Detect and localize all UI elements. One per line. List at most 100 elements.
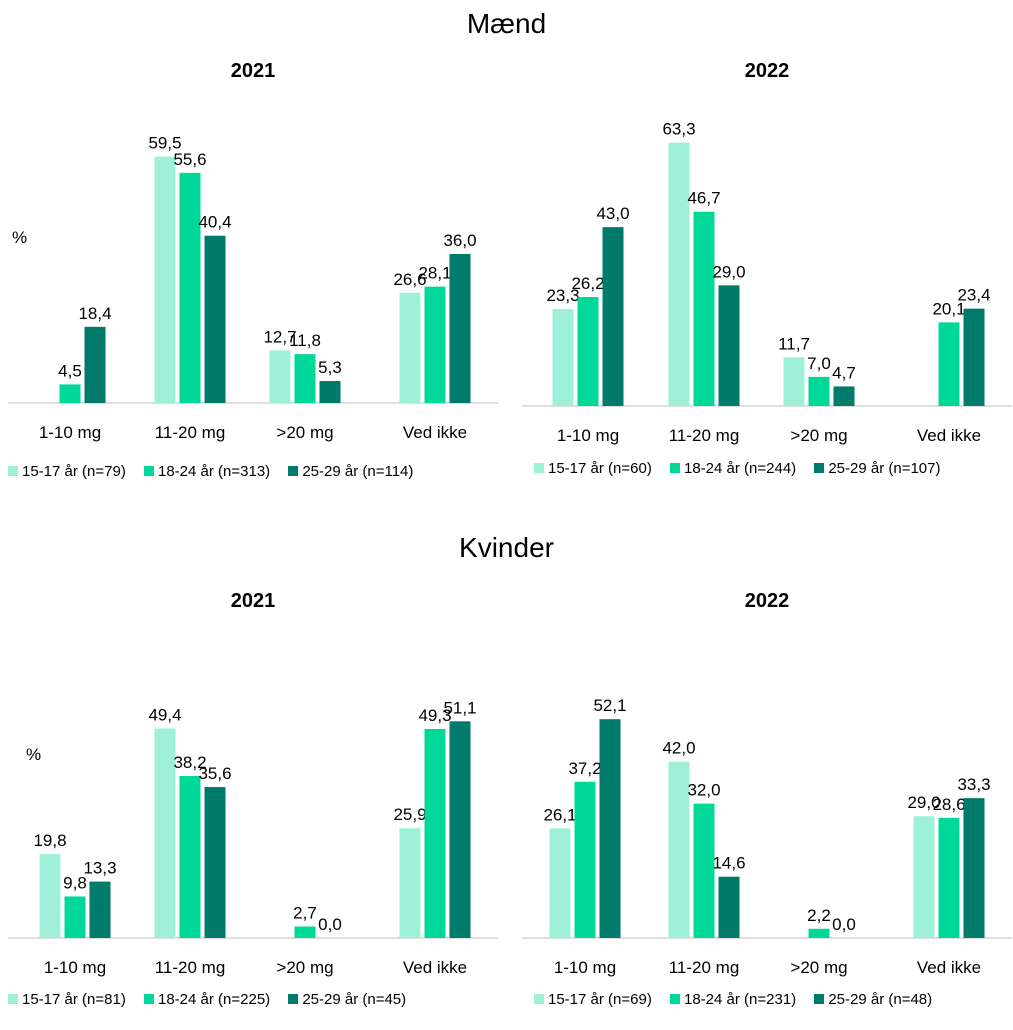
bar	[424, 286, 446, 403]
legend-swatch	[814, 994, 825, 1004]
legend-item: 25-29 år (n=45)	[288, 991, 406, 1008]
x-tick-label: 11-20 mg	[669, 426, 740, 445]
x-tick-label: Ved ikke	[917, 426, 981, 445]
data-label: 49,4	[148, 706, 181, 725]
legend-item: 25-29 år (n=48)	[814, 991, 932, 1008]
data-label: 7,0	[807, 354, 831, 373]
legend-swatch	[534, 463, 544, 473]
legend-item: 18-24 år (n=231)	[670, 991, 796, 1008]
legend-item: 18-24 år (n=225)	[144, 991, 270, 1008]
bar	[783, 357, 805, 406]
x-tick-label: 1-10 mg	[39, 423, 101, 442]
legend-label: 18-24 år (n=313)	[158, 463, 271, 480]
data-label: 38,2	[173, 753, 206, 772]
legend-swatch	[8, 994, 18, 1004]
data-label: 33,3	[957, 775, 990, 794]
bar	[963, 798, 985, 938]
bar	[599, 719, 621, 938]
legend-swatch	[144, 466, 154, 476]
data-label: 9,8	[63, 873, 87, 892]
bar	[449, 721, 471, 938]
data-label: 29,0	[712, 262, 745, 281]
data-label: 18,4	[78, 304, 111, 323]
y-axis-label: %	[12, 228, 28, 247]
x-tick-label: 1-10 mg	[44, 958, 106, 977]
legend-label: 25-29 år (n=45)	[302, 991, 407, 1008]
data-label: 26,6	[393, 270, 426, 289]
legend-item: 18-24 år (n=244)	[670, 460, 796, 477]
data-label: 26,1	[543, 805, 576, 824]
legend-label: 15-17 år (n=81)	[22, 991, 126, 1008]
chart-title: 2021	[230, 60, 276, 82]
chart-title: 2021	[230, 590, 276, 612]
bar-plot: 23,326,2 43,0 1-10 mg 63,3 46,7 29,0 11-20 mg 1…	[522, 120, 1012, 445]
legend-swatch	[8, 466, 18, 476]
x-tick-label: Ved ikke	[403, 958, 467, 977]
data-label: 52,1	[593, 696, 626, 715]
bar	[808, 928, 830, 938]
legend: 15-17 år (n=69) 18-24 år (n=231) 25-29 å…	[534, 991, 946, 1008]
bar	[577, 297, 599, 406]
legend-label: 18-24 år (n=231)	[684, 991, 797, 1008]
data-label: 23,4	[957, 286, 990, 305]
legend-swatch	[288, 466, 299, 476]
data-label: 35,6	[198, 764, 231, 783]
bar	[294, 926, 316, 938]
data-label: 42,0	[662, 739, 695, 758]
legend: 15-17 år (n=60) 18-24 år (n=244) 25-29 å…	[534, 460, 954, 477]
x-tick-label: >20 mg	[276, 423, 333, 442]
x-tick-label: Ved ikke	[403, 423, 467, 442]
chart-title: 2022	[744, 590, 790, 612]
bar	[204, 787, 226, 938]
x-tick-label: 1-10 mg	[554, 958, 616, 977]
data-label: 29,0	[907, 793, 940, 812]
legend-swatch	[814, 463, 825, 473]
bar-plot: 26,1 37,2 52,1 1-10 mg 42,0 32,0 14,6 11-20 mg 2…	[522, 696, 1012, 977]
legend-item: 15-17 år (n=60)	[534, 460, 652, 477]
bar	[399, 292, 421, 403]
chart-title: 2022	[744, 60, 790, 82]
data-label: 63,3	[662, 120, 695, 139]
bar	[64, 896, 86, 938]
data-label: 12,7	[263, 327, 296, 346]
legend-item: 15-17 år (n=79)	[8, 463, 126, 480]
data-label: 40,4	[198, 213, 231, 232]
data-label: 23,3	[546, 286, 579, 305]
bar	[938, 817, 960, 938]
bar	[154, 156, 176, 403]
bar	[938, 322, 960, 406]
bar	[913, 816, 935, 938]
x-tick-label: >20 mg	[790, 426, 847, 445]
bar	[693, 211, 715, 406]
bar	[84, 326, 106, 403]
data-label: 28,6	[932, 795, 965, 814]
legend-label: 18-24 år (n=225)	[158, 991, 271, 1008]
legend-label: 25-29 år (n=114)	[302, 463, 414, 480]
x-tick-label: 11-20 mg	[155, 958, 226, 977]
data-label: 14,6	[712, 854, 745, 873]
bar	[269, 350, 291, 403]
bar	[59, 384, 81, 403]
bar	[399, 828, 421, 938]
bar	[668, 761, 690, 938]
data-label: 28,1	[418, 264, 451, 283]
bar	[179, 776, 201, 938]
x-tick-label: >20 mg	[790, 958, 847, 977]
data-label: 20,1	[932, 299, 965, 318]
data-label: 5,3	[318, 358, 342, 377]
legend-swatch	[670, 463, 680, 473]
data-label: 4,7	[832, 363, 856, 382]
chart-maend-2021: 2021 % 4,5 18,4 1-10 mg 59,5 55,6 40,4 11-20 m…	[8, 60, 498, 500]
bar	[319, 381, 341, 403]
x-tick-label: 11-20 mg	[155, 423, 226, 442]
bar	[963, 308, 985, 406]
bar	[549, 828, 571, 938]
data-label: 4,5	[58, 361, 82, 380]
legend-swatch	[288, 994, 299, 1004]
data-label: 11,7	[778, 334, 810, 353]
x-tick-label: Ved ikke	[917, 958, 981, 977]
bar	[668, 142, 690, 406]
bar	[552, 309, 574, 406]
data-label: 46,7	[687, 189, 720, 208]
bar	[424, 728, 446, 938]
